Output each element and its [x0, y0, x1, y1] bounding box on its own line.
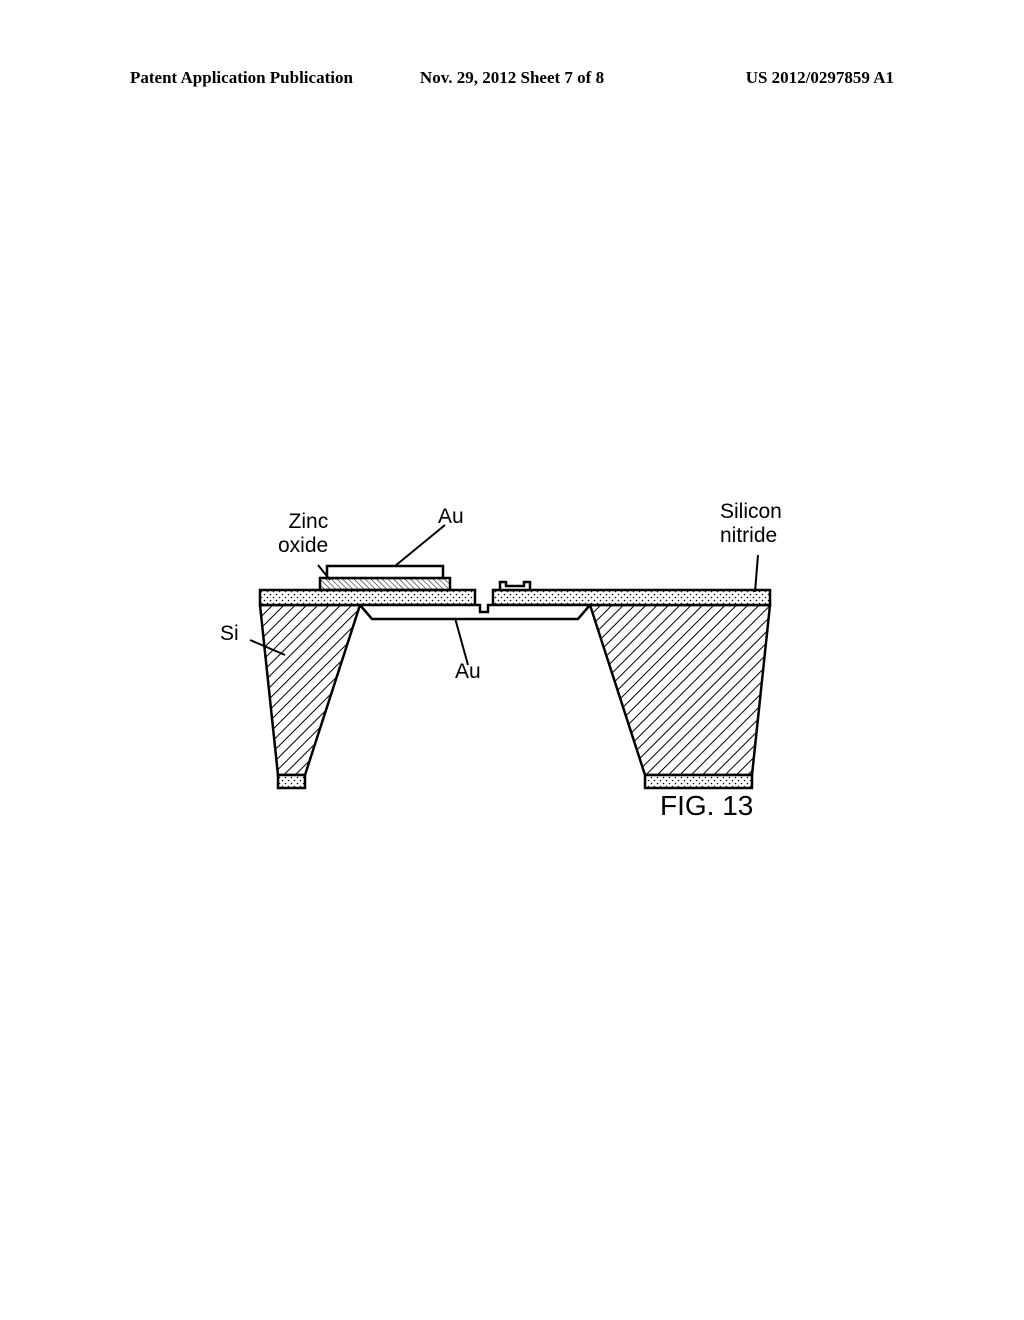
label-zinc-oxide: Zinc oxide — [278, 510, 328, 558]
label-zinc-line2: oxide — [278, 534, 328, 557]
label-au-top: Au — [438, 505, 464, 529]
page-header: Patent Application Publication Nov. 29, … — [0, 68, 1024, 88]
header-date-sheet: Nov. 29, 2012 Sheet 7 of 8 — [420, 68, 604, 88]
header-patent-number: US 2012/0297859 A1 — [746, 68, 894, 88]
label-sin-line1: Silicon — [720, 500, 782, 523]
label-au-bottom: Au — [455, 660, 481, 684]
label-sin-line2: nitride — [720, 524, 777, 547]
header-publication: Patent Application Publication — [130, 68, 353, 88]
label-zinc-line1: Zinc — [289, 510, 329, 533]
label-silicon-nitride: Silicon nitride — [720, 500, 782, 548]
label-si: Si — [220, 622, 239, 646]
figure-diagram: Au Zinc oxide Silicon nitride Si Au FIG.… — [230, 500, 800, 830]
figure-caption: FIG. 13 — [660, 790, 753, 822]
